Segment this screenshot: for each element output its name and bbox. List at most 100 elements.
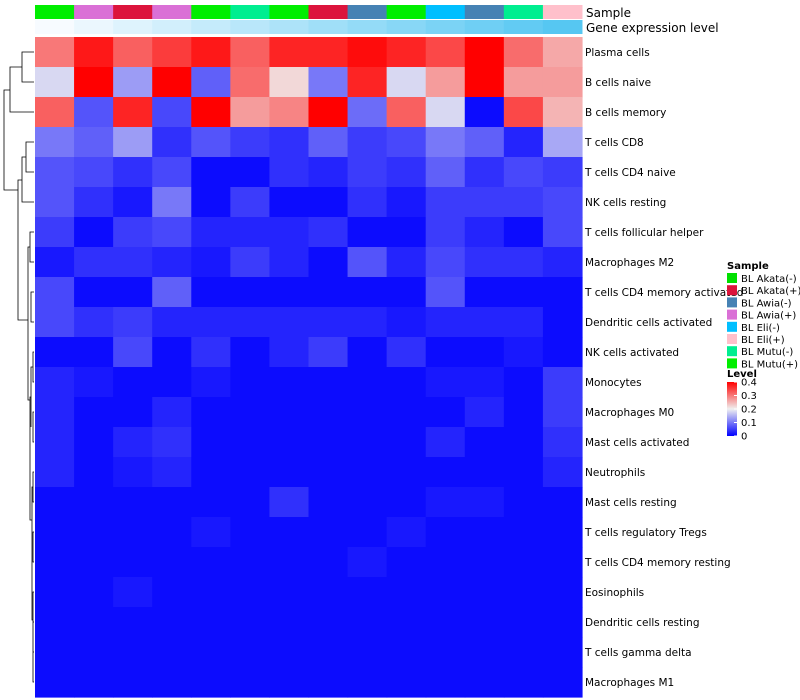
heatmap-cell <box>308 427 349 458</box>
row-label: B cells memory <box>585 107 666 119</box>
heatmap-cell <box>542 487 583 518</box>
heatmap-cell <box>425 67 466 98</box>
heatmap-cell <box>464 607 505 638</box>
heatmap-cell <box>464 457 505 488</box>
heatmap-cell <box>503 67 544 98</box>
heatmap-cell <box>230 37 271 68</box>
heatmap-cell <box>347 307 388 338</box>
heatmap-cell <box>386 247 427 278</box>
heatmap-cell <box>347 427 388 458</box>
heatmap-cell <box>74 397 114 428</box>
heatmap-cell <box>425 667 466 698</box>
heatmap-cell <box>386 637 427 668</box>
sample-legend-title: Sample <box>727 261 769 272</box>
sample-legend-swatch <box>727 346 737 357</box>
heatmap-cell <box>503 217 544 248</box>
heatmap-cell <box>269 637 310 668</box>
heatmap-cell <box>269 397 310 428</box>
sample-legend-label: BL Eli(+) <box>741 335 785 346</box>
heatmap-cell <box>74 37 114 68</box>
sample-legend-swatch <box>727 285 737 296</box>
level-annotation-cell <box>269 20 309 34</box>
heatmap-cell <box>113 607 153 638</box>
heatmap-cell <box>230 187 271 218</box>
heatmap-cell <box>425 97 466 128</box>
heatmap-cell <box>347 637 388 668</box>
heatmap-cell <box>347 67 388 98</box>
level-annotation-cell <box>152 20 192 34</box>
heatmap-cell <box>230 277 271 308</box>
heatmap-cell <box>308 97 349 128</box>
heatmap-cell <box>269 127 310 158</box>
heatmap-cell <box>230 127 271 158</box>
heatmap-cell <box>230 217 271 248</box>
heatmap-cell <box>347 97 388 128</box>
heatmap-cell <box>503 367 544 398</box>
heatmap-cell <box>386 397 427 428</box>
heatmap-cell <box>542 457 583 488</box>
heatmap-cell <box>113 337 153 368</box>
heatmap-cell <box>74 457 114 488</box>
heatmap-cell <box>464 97 505 128</box>
heatmap-cell <box>35 247 75 278</box>
heatmap-cell <box>35 367 75 398</box>
heatmap-cell <box>191 607 231 638</box>
heatmap-cell <box>308 67 349 98</box>
heatmap-cell <box>464 307 505 338</box>
heatmap-cell <box>386 547 427 578</box>
heatmap-cell <box>503 127 544 158</box>
heatmap-cell <box>191 667 231 698</box>
sample-annotation-cell <box>464 5 505 19</box>
heatmap-cell <box>230 547 271 578</box>
heatmap-cell <box>425 367 466 398</box>
heatmap-cell <box>35 577 75 608</box>
heatmap-cell <box>113 637 153 668</box>
heatmap-cell <box>386 97 427 128</box>
level-annotation-cell <box>308 20 349 34</box>
heatmap-cell <box>74 667 114 698</box>
heatmap-cell <box>308 37 349 68</box>
heatmap-cell <box>35 307 75 338</box>
level-annotation-cell <box>386 20 427 34</box>
heatmap-cell <box>542 337 583 368</box>
heatmap-cell <box>425 157 466 188</box>
heatmap-cell <box>269 247 310 278</box>
heatmap-cell <box>269 307 310 338</box>
heatmap-cell <box>191 487 231 518</box>
heatmap-cell <box>74 127 114 158</box>
heatmap-cell <box>308 217 349 248</box>
level-annotation-cell <box>347 20 388 34</box>
heatmap-cell <box>35 547 75 578</box>
heatmap-cell <box>464 37 505 68</box>
heatmap-cell <box>464 127 505 158</box>
heatmap-cell <box>386 217 427 248</box>
heatmap-cells <box>35 37 583 698</box>
heatmap-cell <box>386 607 427 638</box>
heatmap-cell <box>152 127 192 158</box>
heatmap-cell <box>269 367 310 398</box>
heatmap-cell <box>230 517 271 548</box>
heatmap-cell <box>308 277 349 308</box>
heatmap-cell <box>152 457 192 488</box>
heatmap-cell <box>386 187 427 218</box>
heatmap-cell <box>542 157 583 188</box>
heatmap-cell <box>152 547 192 578</box>
level-color-gradient <box>727 382 737 436</box>
heatmap-cell <box>191 187 231 218</box>
heatmap-cell <box>542 547 583 578</box>
row-label: Macrophages M1 <box>585 677 674 689</box>
heatmap-cell <box>308 157 349 188</box>
heatmap-cell <box>35 667 75 698</box>
heatmap-cell <box>113 157 153 188</box>
heatmap-cell <box>542 307 583 338</box>
level-annotation-cell <box>503 20 544 34</box>
heatmap-cell <box>230 427 271 458</box>
heatmap-cell <box>74 217 114 248</box>
heatmap-cell <box>425 307 466 338</box>
heatmap-cell <box>308 127 349 158</box>
sample-legend-swatch <box>727 297 737 308</box>
sample-annotation-cell <box>269 5 309 19</box>
heatmap-cell <box>191 457 231 488</box>
row-label: Monocytes <box>585 377 642 389</box>
heatmap-cell <box>191 247 231 278</box>
